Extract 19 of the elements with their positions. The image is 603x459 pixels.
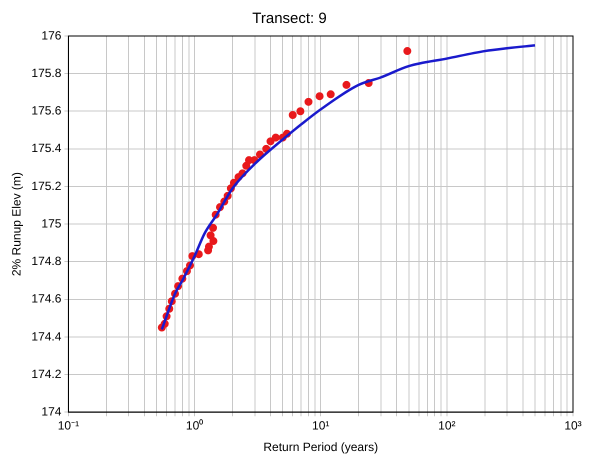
x-tick-label: 10⁻¹ (58, 418, 80, 433)
chart-title: Transect: 9 (252, 10, 327, 28)
x-tick-label: 10³ (564, 418, 582, 433)
y-tick-label: 174.2 (31, 366, 62, 381)
y-tick-label: 174 (41, 404, 62, 419)
y-tick-label: 175.8 (31, 66, 62, 80)
y-tick-label: 175.4 (31, 141, 62, 156)
y-tick-label: 174.4 (31, 329, 62, 344)
y-axis-title: 2% Runup Elev (m) (10, 172, 24, 276)
y-tick-label: 175.2 (31, 178, 62, 193)
x-tick-label: 10⁰ (186, 418, 204, 433)
y-tick-label: 174.6 (31, 292, 62, 306)
y-tick-label: 174.8 (31, 254, 62, 268)
y-tick-label: 175 (41, 216, 62, 230)
x-tick-label: 10¹ (312, 418, 330, 433)
x-tick-label: 10² (438, 418, 456, 433)
y-tick-label: 175.6 (31, 104, 62, 118)
y-tick-label: 176 (41, 28, 62, 42)
x-axis-title: Return Period (years) (263, 440, 378, 454)
